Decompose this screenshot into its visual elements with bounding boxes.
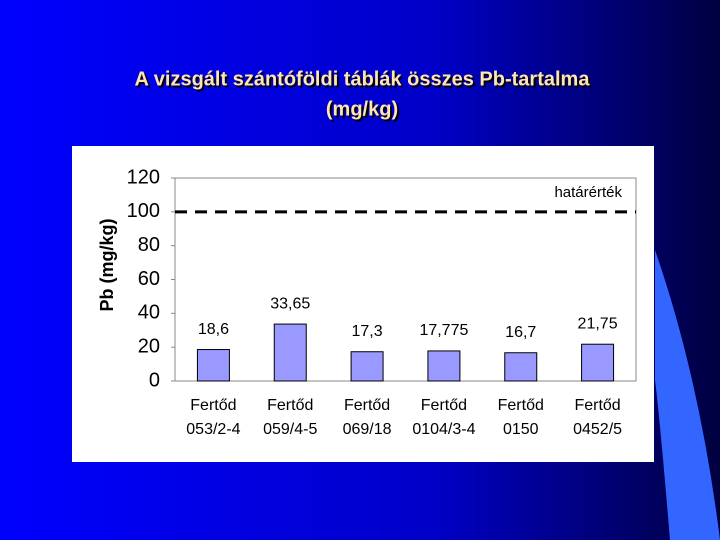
value-label: 21,75 — [578, 315, 618, 332]
y-axis-label: Pb (mg/kg) — [97, 218, 117, 311]
y-tick-label: 40 — [138, 302, 160, 324]
decoration — [655, 250, 720, 540]
x-tick-label: 059/4-5 — [263, 421, 317, 438]
chart-title: (mg/kg) — [326, 98, 398, 120]
x-tick-label: 0150 — [503, 421, 539, 438]
y-tick-label: 0 — [149, 369, 160, 391]
chart-title: A vizsgált szántóföldi táblák összes Pb-… — [135, 68, 591, 90]
value-label: 18,6 — [198, 321, 229, 338]
title-shadow: (mg/kg) — [328, 100, 400, 122]
title-shadow: A vizsgált szántóföldi táblák összes Pb-… — [137, 70, 593, 92]
x-tick-label: Fertőd — [267, 397, 313, 414]
x-tick-label: Fertőd — [574, 397, 620, 414]
y-tick-label: 20 — [138, 335, 160, 357]
value-label: 17,3 — [352, 323, 383, 340]
x-tick-label: Fertőd — [190, 397, 236, 414]
x-tick-label: Fertőd — [421, 397, 467, 414]
y-tick-label: 60 — [138, 268, 160, 290]
chart-area — [72, 146, 654, 462]
bar — [196, 349, 230, 382]
x-tick-label: Fertőd — [344, 397, 390, 414]
threshold-label: határérték — [554, 184, 622, 201]
y-tick-label: 100 — [127, 200, 160, 222]
bar — [581, 343, 615, 382]
x-tick-label: 0104/3-4 — [412, 421, 475, 438]
bar — [427, 350, 461, 382]
x-tick-label: 0452/5 — [573, 421, 622, 438]
bar — [504, 352, 538, 382]
value-label: 17,775 — [419, 322, 468, 339]
x-tick-label: 053/2-4 — [186, 421, 240, 438]
bar — [273, 323, 307, 382]
bar — [350, 351, 384, 382]
y-tick-label: 80 — [138, 234, 160, 256]
y-tick-label: 120 — [127, 166, 160, 188]
value-label: 16,7 — [505, 324, 536, 341]
x-tick-label: Fertőd — [498, 397, 544, 414]
value-label: 33,65 — [270, 295, 310, 312]
x-tick-label: 069/18 — [343, 421, 392, 438]
